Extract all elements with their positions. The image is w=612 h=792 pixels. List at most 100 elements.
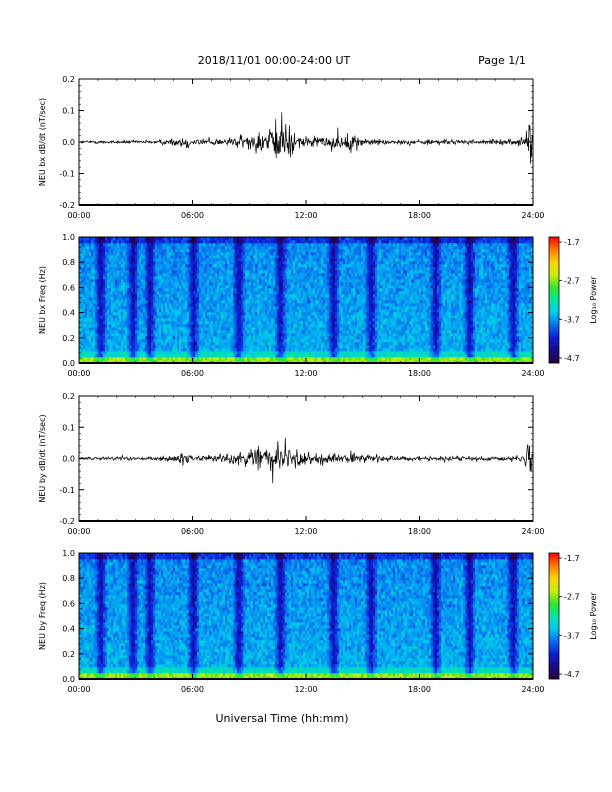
spectrogram-cell bbox=[107, 312, 109, 315]
spectrogram-cell bbox=[283, 300, 285, 303]
spectrogram-cell bbox=[177, 345, 179, 348]
spectrogram-cell bbox=[163, 261, 165, 264]
spectrogram-cell bbox=[149, 306, 151, 309]
spectrogram-cell bbox=[245, 324, 247, 327]
spectrogram-cell bbox=[131, 357, 133, 360]
spectrogram-cell bbox=[81, 300, 83, 303]
spectrogram-cell bbox=[173, 252, 175, 255]
spectrogram-cell bbox=[109, 303, 111, 306]
spectrogram-cell bbox=[249, 279, 251, 282]
spectrogram-cell bbox=[101, 351, 103, 354]
spectrogram-cell bbox=[287, 273, 289, 276]
spectrogram-cell bbox=[251, 276, 253, 279]
spectrogram-cell bbox=[257, 336, 259, 339]
spectrogram-cell bbox=[205, 276, 207, 279]
spectrogram-cell bbox=[105, 348, 107, 351]
spectrogram-cell bbox=[223, 321, 225, 324]
spectrogram-cell bbox=[235, 261, 237, 264]
spectrogram-cell bbox=[237, 351, 239, 354]
spectrogram-cell bbox=[265, 243, 267, 246]
spectrogram-cell bbox=[87, 276, 89, 279]
spectrogram-cell bbox=[145, 315, 147, 318]
spectrogram-cell bbox=[163, 282, 165, 285]
spectrogram-cell bbox=[217, 342, 219, 345]
spectrogram-cell bbox=[219, 300, 221, 303]
spectrogram-cell bbox=[265, 345, 267, 348]
spectrogram-cell bbox=[123, 324, 125, 327]
spectrogram-cell bbox=[81, 330, 83, 333]
spectrogram-cell bbox=[285, 315, 287, 318]
spectrogram-cell bbox=[195, 342, 197, 345]
spectrogram-cell bbox=[211, 258, 213, 261]
spectrogram-cell bbox=[115, 282, 117, 285]
spectrogram-cell bbox=[303, 285, 305, 288]
spectrogram-cell bbox=[271, 351, 273, 354]
spectrogram-cell bbox=[99, 240, 101, 243]
spectrogram-cell bbox=[175, 261, 177, 264]
spectrogram-cell bbox=[169, 342, 171, 345]
spectrogram-cell bbox=[295, 342, 297, 345]
spectrogram-cell bbox=[171, 258, 173, 261]
spectrogram-cell bbox=[115, 312, 117, 315]
spectrogram-cell bbox=[189, 249, 191, 252]
spectrogram-cell bbox=[157, 291, 159, 294]
spectrogram-cell bbox=[283, 297, 285, 300]
spectrogram-cell bbox=[163, 270, 165, 273]
spectrogram-cell bbox=[189, 342, 191, 345]
spectrogram-cell bbox=[237, 276, 239, 279]
spectrogram-cell bbox=[143, 279, 145, 282]
spectrogram-cell bbox=[171, 285, 173, 288]
spectrogram-cell bbox=[123, 282, 125, 285]
spectrogram-cell bbox=[149, 255, 151, 258]
spectrogram-cell bbox=[227, 267, 229, 270]
spectrogram-cell bbox=[167, 270, 169, 273]
spectrogram-cell bbox=[163, 318, 165, 321]
spectrogram-cell bbox=[131, 288, 133, 291]
spectrogram-cell bbox=[173, 342, 175, 345]
spectrogram-cell bbox=[91, 312, 93, 315]
spectrogram-cell bbox=[177, 294, 179, 297]
spectrogram-cell bbox=[249, 285, 251, 288]
spectrogram-cell bbox=[95, 261, 97, 264]
spectrogram-cell bbox=[249, 303, 251, 306]
spectrogram-cell bbox=[105, 282, 107, 285]
spectrogram-cell bbox=[183, 270, 185, 273]
spectrogram-cell bbox=[203, 330, 205, 333]
spectrogram-cell bbox=[179, 279, 181, 282]
spectrogram-cell bbox=[123, 297, 125, 300]
spectrogram-cell bbox=[289, 345, 291, 348]
spectrogram-cell bbox=[191, 321, 193, 324]
spectrogram-cell bbox=[305, 267, 307, 270]
spectrogram-cell bbox=[99, 270, 101, 273]
spectrogram-cell bbox=[115, 288, 117, 291]
spectrogram-cell bbox=[159, 309, 161, 312]
spectrogram-cell bbox=[95, 246, 97, 249]
spectrogram-cell bbox=[121, 342, 123, 345]
spectrogram-cell bbox=[273, 270, 275, 273]
spectrogram-cell bbox=[99, 252, 101, 255]
spectrogram-cell bbox=[219, 264, 221, 267]
spectrogram-cell bbox=[83, 345, 85, 348]
spectrogram-cell bbox=[301, 255, 303, 258]
spectrogram-cell bbox=[227, 345, 229, 348]
spectrogram-cell bbox=[127, 294, 129, 297]
spectrogram-cell bbox=[129, 348, 131, 351]
spectrogram-cell bbox=[195, 312, 197, 315]
spectrogram-cell bbox=[205, 252, 207, 255]
spectrogram-cell bbox=[211, 240, 213, 243]
spectrogram-cell bbox=[161, 258, 163, 261]
spectrogram-cell bbox=[231, 312, 233, 315]
spectrogram-cell bbox=[183, 342, 185, 345]
spectrogram-cell bbox=[123, 291, 125, 294]
spectrogram-cell bbox=[135, 240, 137, 243]
spectrogram-cell bbox=[81, 348, 83, 351]
spectrogram-cell bbox=[233, 246, 235, 249]
spectrogram-cell bbox=[289, 309, 291, 312]
spectrogram-cell bbox=[95, 264, 97, 267]
spectrogram-cell bbox=[295, 243, 297, 246]
spectrogram-cell bbox=[227, 333, 229, 336]
spectrogram-cell bbox=[303, 339, 305, 342]
spectrogram-cell bbox=[229, 240, 231, 243]
spectrogram-cell bbox=[87, 273, 89, 276]
spectrogram-cell bbox=[225, 255, 227, 258]
